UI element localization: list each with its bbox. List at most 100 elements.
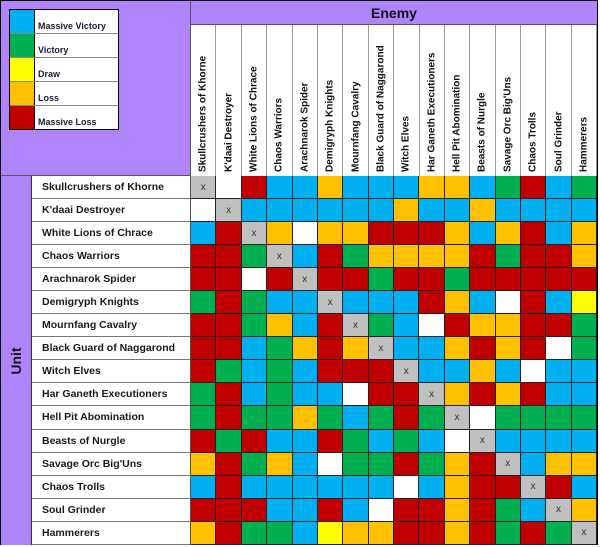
result-cell	[419, 314, 445, 338]
result-cell	[216, 222, 242, 246]
result-cell	[470, 360, 496, 384]
result-cell	[470, 268, 496, 292]
result-cell	[191, 222, 217, 246]
result-cell	[394, 452, 420, 476]
column-header: Mournfang Cavalry	[343, 25, 369, 176]
result-cell	[292, 291, 318, 315]
result-cell	[267, 406, 293, 430]
result-cell	[241, 429, 268, 453]
result-cell	[368, 383, 394, 407]
grid-row: x	[191, 429, 597, 453]
column-header-label: K'daai Destroyer	[223, 92, 235, 172]
result-cell	[394, 337, 420, 361]
self-matchup-cell: x	[495, 452, 521, 476]
result-cell	[394, 429, 420, 453]
result-cell	[343, 337, 369, 361]
grid-row: x	[191, 337, 597, 361]
result-cell	[317, 521, 344, 545]
result-cell	[571, 337, 597, 361]
result-cell	[317, 199, 344, 223]
result-cell	[419, 429, 445, 453]
legend: Massive Victory Victory Draw Loss Massive Lo…	[9, 9, 119, 130]
grid-row: x	[191, 521, 597, 545]
column-header: Arachnarok Spider	[292, 25, 318, 176]
result-cell	[292, 199, 318, 223]
column-header: Beasts of Nurgle	[470, 25, 496, 176]
result-cell	[191, 314, 217, 338]
result-cell	[292, 222, 318, 246]
row-header: Chaos Trolls	[32, 475, 191, 499]
grid-row: x	[191, 291, 597, 315]
result-cell	[470, 475, 496, 499]
self-matchup-cell: x	[470, 429, 496, 453]
result-cell	[241, 314, 268, 338]
self-matchup-cell: x	[343, 314, 369, 338]
column-header-label: Beasts of Nurgle	[476, 92, 488, 172]
result-cell	[470, 199, 496, 223]
result-cell	[343, 268, 369, 292]
result-cell	[571, 199, 597, 223]
result-cell	[343, 222, 369, 246]
result-cell	[267, 452, 293, 476]
result-cell	[444, 176, 471, 200]
result-cell	[571, 176, 597, 200]
row-header: Arachnarok Spider	[32, 268, 191, 292]
result-cell	[444, 245, 471, 269]
result-cell	[368, 429, 394, 453]
result-cell	[191, 521, 217, 545]
result-cell	[444, 429, 471, 453]
result-cell	[343, 429, 369, 453]
result-cell	[495, 268, 521, 292]
result-cell	[191, 337, 217, 361]
result-cell	[571, 245, 597, 269]
result-cell	[343, 199, 369, 223]
result-cell	[267, 383, 293, 407]
result-cell	[191, 452, 217, 476]
enemy-axis-label: Enemy	[191, 1, 597, 25]
column-header-label: Arachnarok Spider	[299, 82, 311, 172]
result-cell	[267, 337, 293, 361]
result-cell	[571, 222, 597, 246]
result-cell	[394, 222, 420, 246]
row-header: Chaos Warriors	[32, 245, 191, 269]
result-cell	[191, 199, 217, 223]
row-headers: Skullcrushers of Khorne K'daai Destroyer W…	[32, 176, 191, 545]
grid-row: x	[191, 268, 597, 292]
result-cell	[470, 406, 496, 430]
result-cell	[470, 245, 496, 269]
legend-label: Victory	[38, 45, 69, 55]
result-cell	[520, 498, 547, 522]
result-cell	[520, 245, 547, 269]
column-header: Chaos Warriors	[267, 25, 293, 176]
result-cell	[394, 176, 420, 200]
result-cell	[444, 199, 471, 223]
result-cell	[368, 406, 394, 430]
result-cell	[546, 222, 572, 246]
result-cell	[444, 268, 471, 292]
result-cell	[317, 475, 344, 499]
result-cell	[546, 268, 572, 292]
result-cell	[419, 199, 445, 223]
self-matchup-cell: x	[368, 337, 394, 361]
column-header-label: Chaos Trolls	[527, 111, 539, 172]
column-header: Savage Orc Big'Uns	[495, 25, 522, 176]
result-cell	[444, 452, 471, 476]
result-cell	[241, 268, 268, 292]
column-header-label: Mournfang Cavalry	[350, 81, 362, 172]
result-cell	[317, 452, 344, 476]
result-cell	[571, 360, 597, 384]
self-matchup-cell: x	[191, 176, 217, 200]
result-cell	[368, 222, 394, 246]
result-cell	[317, 383, 344, 407]
result-cell	[495, 498, 521, 522]
result-cell	[216, 291, 242, 315]
result-cell	[571, 475, 597, 499]
result-cell	[495, 521, 521, 545]
result-cell	[191, 268, 217, 292]
self-matchup-cell: x	[216, 199, 242, 223]
result-cell	[444, 360, 471, 384]
legend-item: Draw	[10, 58, 118, 82]
column-header-label: White Lions of Chrace	[248, 66, 260, 172]
column-header-label: Skullcrushers of Khorne	[197, 55, 209, 172]
result-cell	[292, 452, 318, 476]
